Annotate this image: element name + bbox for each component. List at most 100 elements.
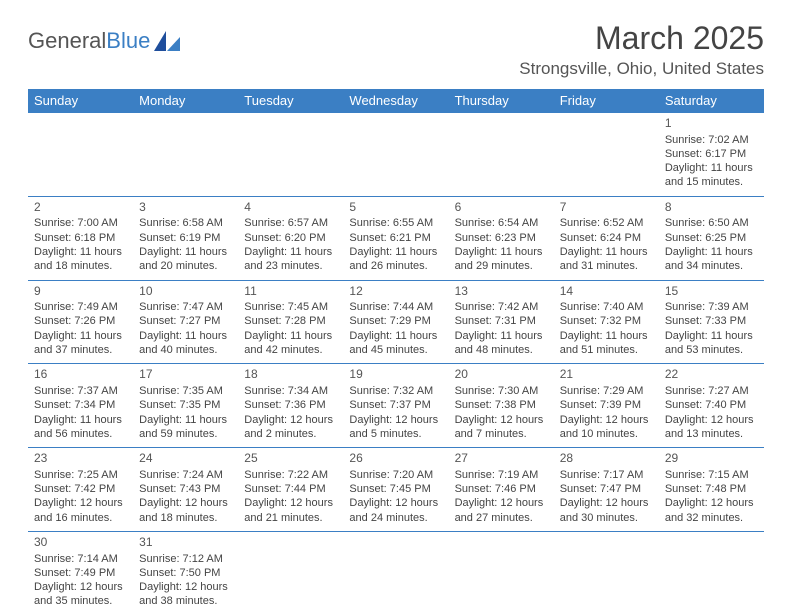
header: GeneralBlue March 2025 Strongsville, Ohi… (28, 20, 764, 79)
day-number: 2 (34, 200, 127, 216)
daylight-line: Daylight: 11 hours and 53 minutes. (665, 329, 758, 358)
day-cell: 18Sunrise: 7:34 AMSunset: 7:36 PMDayligh… (238, 364, 343, 448)
sunrise-line: Sunrise: 7:29 AM (560, 384, 653, 398)
daylight-line: Daylight: 11 hours and 37 minutes. (34, 329, 127, 358)
blank-cell (238, 531, 343, 614)
sunrise-line: Sunrise: 6:52 AM (560, 216, 653, 230)
daylight-line: Daylight: 11 hours and 48 minutes. (455, 329, 548, 358)
day-header: Thursday (449, 89, 554, 113)
sunset-line: Sunset: 7:27 PM (139, 314, 232, 328)
sunrise-line: Sunrise: 7:37 AM (34, 384, 127, 398)
daylight-line: Daylight: 11 hours and 42 minutes. (244, 329, 337, 358)
blank-cell (238, 113, 343, 197)
sunset-line: Sunset: 6:24 PM (560, 231, 653, 245)
day-number: 30 (34, 535, 127, 551)
day-cell: 31Sunrise: 7:12 AMSunset: 7:50 PMDayligh… (133, 531, 238, 614)
sunset-line: Sunset: 7:34 PM (34, 398, 127, 412)
daylight-line: Daylight: 11 hours and 56 minutes. (34, 413, 127, 442)
sunrise-line: Sunrise: 7:32 AM (349, 384, 442, 398)
logo-sail-icon (154, 31, 180, 51)
day-number: 28 (560, 451, 653, 467)
day-cell: 29Sunrise: 7:15 AMSunset: 7:48 PMDayligh… (659, 448, 764, 532)
day-cell: 24Sunrise: 7:24 AMSunset: 7:43 PMDayligh… (133, 448, 238, 532)
sunset-line: Sunset: 6:18 PM (34, 231, 127, 245)
day-cell: 23Sunrise: 7:25 AMSunset: 7:42 PMDayligh… (28, 448, 133, 532)
day-cell: 25Sunrise: 7:22 AMSunset: 7:44 PMDayligh… (238, 448, 343, 532)
sunset-line: Sunset: 6:25 PM (665, 231, 758, 245)
sunrise-line: Sunrise: 7:27 AM (665, 384, 758, 398)
daylight-line: Daylight: 11 hours and 45 minutes. (349, 329, 442, 358)
sunset-line: Sunset: 7:49 PM (34, 566, 127, 580)
blank-cell (554, 113, 659, 197)
day-header: Tuesday (238, 89, 343, 113)
sunset-line: Sunset: 7:50 PM (139, 566, 232, 580)
daylight-line: Daylight: 11 hours and 18 minutes. (34, 245, 127, 274)
sunset-line: Sunset: 7:43 PM (139, 482, 232, 496)
day-cell: 17Sunrise: 7:35 AMSunset: 7:35 PMDayligh… (133, 364, 238, 448)
sunrise-line: Sunrise: 7:02 AM (665, 133, 758, 147)
sunset-line: Sunset: 7:46 PM (455, 482, 548, 496)
sunset-line: Sunset: 7:32 PM (560, 314, 653, 328)
day-number: 20 (455, 367, 548, 383)
blank-cell (343, 113, 448, 197)
day-header: Monday (133, 89, 238, 113)
day-number: 14 (560, 284, 653, 300)
daylight-line: Daylight: 12 hours and 10 minutes. (560, 413, 653, 442)
day-header: Saturday (659, 89, 764, 113)
day-number: 18 (244, 367, 337, 383)
location: Strongsville, Ohio, United States (519, 59, 764, 79)
logo: GeneralBlue (28, 28, 180, 54)
daylight-line: Daylight: 11 hours and 20 minutes. (139, 245, 232, 274)
blank-cell (133, 113, 238, 197)
daylight-line: Daylight: 12 hours and 16 minutes. (34, 496, 127, 525)
day-number: 26 (349, 451, 442, 467)
sunset-line: Sunset: 6:19 PM (139, 231, 232, 245)
week-row: 2Sunrise: 7:00 AMSunset: 6:18 PMDaylight… (28, 196, 764, 280)
day-number: 13 (455, 284, 548, 300)
daylight-line: Daylight: 12 hours and 38 minutes. (139, 580, 232, 609)
day-number: 19 (349, 367, 442, 383)
sunrise-line: Sunrise: 7:47 AM (139, 300, 232, 314)
day-cell: 11Sunrise: 7:45 AMSunset: 7:28 PMDayligh… (238, 280, 343, 364)
sunrise-line: Sunrise: 7:49 AM (34, 300, 127, 314)
day-cell: 7Sunrise: 6:52 AMSunset: 6:24 PMDaylight… (554, 196, 659, 280)
day-number: 1 (665, 116, 758, 132)
sunset-line: Sunset: 7:44 PM (244, 482, 337, 496)
logo-text-a: General (28, 28, 106, 54)
sunset-line: Sunset: 7:37 PM (349, 398, 442, 412)
sunset-line: Sunset: 7:40 PM (665, 398, 758, 412)
day-cell: 30Sunrise: 7:14 AMSunset: 7:49 PMDayligh… (28, 531, 133, 614)
blank-cell (449, 531, 554, 614)
sunrise-line: Sunrise: 6:57 AM (244, 216, 337, 230)
day-number: 7 (560, 200, 653, 216)
sunset-line: Sunset: 7:47 PM (560, 482, 653, 496)
day-cell: 2Sunrise: 7:00 AMSunset: 6:18 PMDaylight… (28, 196, 133, 280)
day-cell: 26Sunrise: 7:20 AMSunset: 7:45 PMDayligh… (343, 448, 448, 532)
day-number: 11 (244, 284, 337, 300)
day-number: 23 (34, 451, 127, 467)
day-cell: 4Sunrise: 6:57 AMSunset: 6:20 PMDaylight… (238, 196, 343, 280)
day-number: 22 (665, 367, 758, 383)
title-block: March 2025 Strongsville, Ohio, United St… (519, 20, 764, 79)
sunrise-line: Sunrise: 6:54 AM (455, 216, 548, 230)
blank-cell (449, 113, 554, 197)
sunrise-line: Sunrise: 6:50 AM (665, 216, 758, 230)
week-row: 9Sunrise: 7:49 AMSunset: 7:26 PMDaylight… (28, 280, 764, 364)
day-cell: 20Sunrise: 7:30 AMSunset: 7:38 PMDayligh… (449, 364, 554, 448)
day-number: 27 (455, 451, 548, 467)
daylight-line: Daylight: 12 hours and 30 minutes. (560, 496, 653, 525)
daylight-line: Daylight: 12 hours and 24 minutes. (349, 496, 442, 525)
day-cell: 6Sunrise: 6:54 AMSunset: 6:23 PMDaylight… (449, 196, 554, 280)
sunrise-line: Sunrise: 7:34 AM (244, 384, 337, 398)
daylight-line: Daylight: 11 hours and 40 minutes. (139, 329, 232, 358)
sunrise-line: Sunrise: 7:19 AM (455, 468, 548, 482)
blank-cell (554, 531, 659, 614)
day-cell: 28Sunrise: 7:17 AMSunset: 7:47 PMDayligh… (554, 448, 659, 532)
sunset-line: Sunset: 7:45 PM (349, 482, 442, 496)
sunset-line: Sunset: 7:26 PM (34, 314, 127, 328)
sunrise-line: Sunrise: 7:20 AM (349, 468, 442, 482)
sunset-line: Sunset: 7:31 PM (455, 314, 548, 328)
day-number: 10 (139, 284, 232, 300)
sunrise-line: Sunrise: 7:44 AM (349, 300, 442, 314)
day-number: 5 (349, 200, 442, 216)
